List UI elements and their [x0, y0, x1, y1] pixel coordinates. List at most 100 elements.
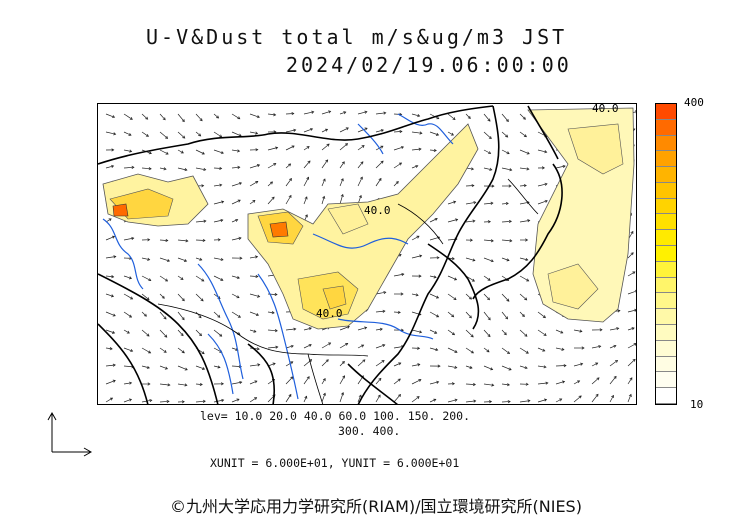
wind-arrow [303, 177, 309, 187]
wind-arrow [483, 167, 492, 171]
wind-arrow-head [219, 333, 223, 337]
wind-arrow-head [613, 344, 617, 348]
wind-arrow-head [630, 230, 634, 234]
wind-arrow-head [542, 348, 546, 352]
wind-arrow-head [579, 329, 583, 333]
wind-arrow-head [450, 132, 454, 136]
wind-arrow [213, 311, 221, 318]
wind-arrow-head [184, 383, 188, 387]
wind-arrow-head [544, 182, 548, 186]
wind-arrow-head [506, 383, 510, 387]
wind-arrow-head [467, 115, 471, 120]
wind-arrow-head [275, 146, 279, 150]
wind-arrow-head [360, 176, 363, 180]
wind-arrow [447, 275, 457, 281]
wind-arrow [519, 149, 530, 155]
wind-arrow-head [379, 327, 383, 331]
wind-arrow [393, 146, 404, 151]
wind-arrow-head [505, 201, 509, 206]
colorbar-segment [656, 246, 676, 262]
wind-arrow-head [203, 167, 207, 172]
wind-arrow-head [381, 360, 385, 363]
wind-arrow [609, 360, 618, 367]
wind-arrow [483, 113, 491, 122]
wind-arrow-head [599, 328, 603, 332]
wind-arrow-head [416, 235, 420, 239]
wind-arrow-head [256, 164, 261, 168]
wind-arrow-head [148, 167, 152, 171]
wind-arrow [393, 311, 401, 313]
wind-arrow [411, 165, 418, 169]
wind-arrow-head [398, 362, 402, 366]
wind-arrow [393, 181, 399, 187]
wind-arrow [249, 380, 258, 385]
wind-arrow [231, 219, 238, 223]
wind-arrow [285, 195, 292, 205]
wind-arrow [213, 219, 223, 223]
wind-arrow [285, 328, 296, 331]
wind-arrow [447, 131, 454, 136]
wind-arrow-head [309, 359, 313, 363]
wind-arrow-head [255, 131, 259, 135]
wind-arrow-head [201, 151, 205, 155]
wind-arrow [105, 380, 116, 385]
wind-arrow-head [308, 327, 312, 331]
colorbar-segment [656, 198, 676, 215]
wind-arrow [555, 365, 567, 367]
wind-arrow-head [488, 151, 492, 155]
wind-arrow [249, 329, 257, 333]
wind-arrow-head [130, 348, 134, 353]
wind-arrow-head [341, 161, 345, 165]
wind-arrow [141, 347, 151, 354]
wind-arrow-head [180, 150, 184, 154]
wind-arrow-head [167, 383, 171, 387]
wind-arrow [357, 145, 365, 151]
wind-arrow [501, 257, 510, 261]
wind-arrow-head [325, 159, 329, 163]
wind-arrow [321, 393, 326, 403]
wind-arrow [519, 311, 525, 317]
wind-arrow-head [237, 149, 241, 153]
colorbar-segment [656, 324, 676, 341]
wind-arrow-head [521, 314, 525, 317]
wind-arrow-head [148, 151, 152, 155]
wind-arrow-head [490, 239, 494, 243]
wind-arrow-head [364, 326, 368, 330]
wind-arrow-head [304, 214, 308, 218]
wind-arrow [213, 131, 222, 138]
wind-arrow-head [220, 218, 224, 222]
wind-arrow-head [221, 200, 225, 204]
wind-arrow-head [544, 398, 548, 402]
wind-arrow [357, 327, 367, 331]
wind-arrow-head [397, 310, 401, 314]
wind-arrow-head [509, 239, 513, 243]
wind-arrow [123, 237, 134, 241]
wind-arrow [105, 364, 116, 367]
wind-arrow [231, 113, 240, 120]
wind-arrow [375, 344, 385, 349]
wind-arrow [195, 257, 202, 261]
wind-arrow [177, 329, 184, 336]
wind-arrow [141, 329, 150, 337]
wind-arrow-head [111, 164, 115, 168]
wind-arrow [195, 220, 206, 223]
wind-arrow [177, 365, 188, 371]
wind-arrow-head [634, 289, 636, 293]
wind-arrow [231, 311, 241, 318]
wind-arrow [141, 257, 150, 261]
wind-arrow [465, 383, 476, 385]
wind-arrow-head [147, 257, 151, 261]
wind-arrow [411, 396, 420, 403]
wind-arrow [537, 311, 546, 318]
wind-arrow [501, 239, 512, 242]
wind-arrow [105, 131, 116, 135]
wind-arrow [483, 311, 491, 321]
wind-arrow-head [562, 164, 566, 168]
wind-arrow-head [306, 176, 310, 180]
wind-arrow [213, 113, 219, 119]
vector-units: XUNIT = 6.000E+01, YUNIT = 6.000E+01 [210, 456, 460, 470]
wind-arrow [231, 398, 240, 403]
wind-arrow [501, 311, 508, 320]
wind-arrow [537, 149, 547, 153]
dust-map: 40.0 40.0 40.0 [97, 103, 637, 405]
